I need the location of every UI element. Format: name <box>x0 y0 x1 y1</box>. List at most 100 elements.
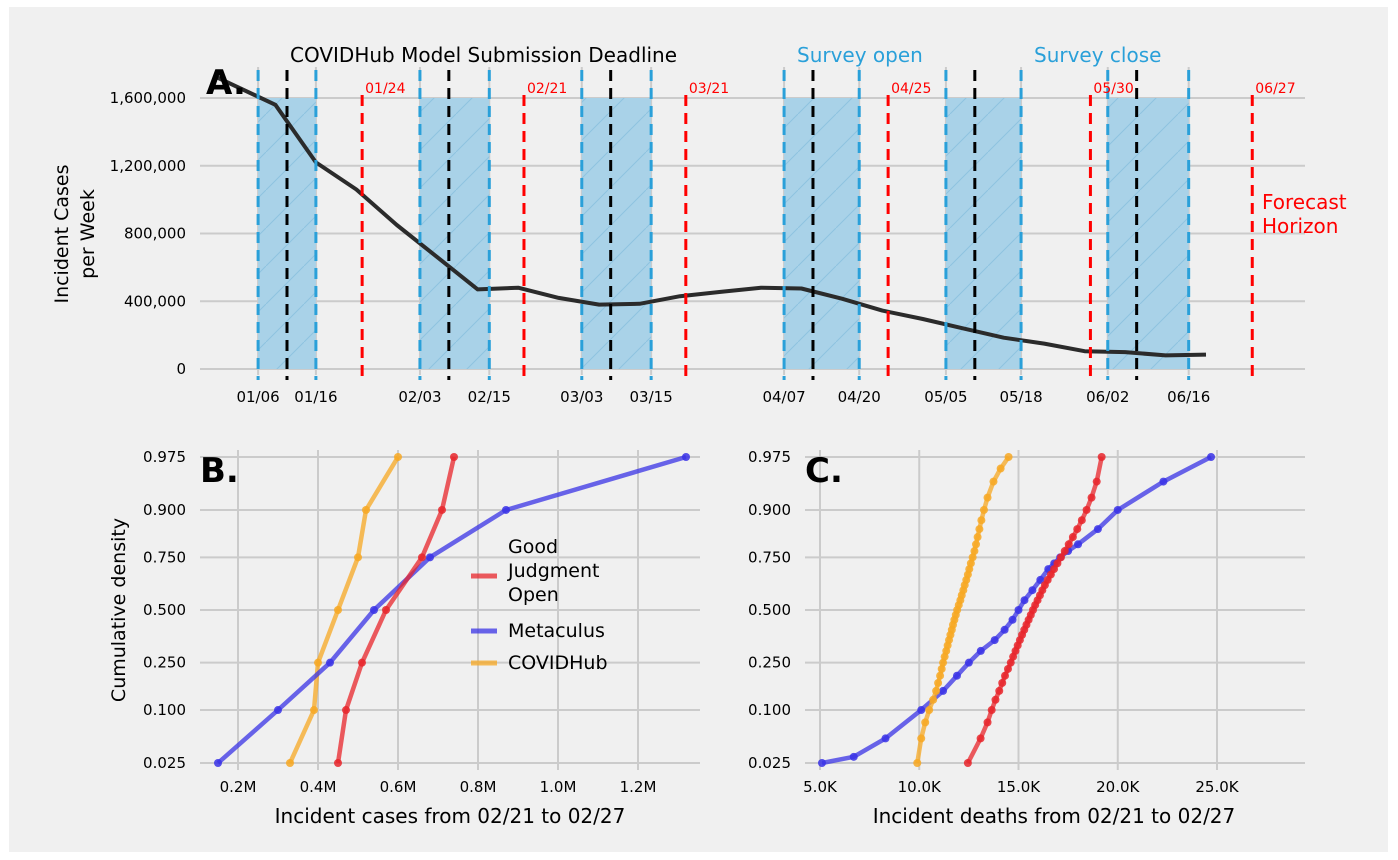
series-point <box>989 477 998 486</box>
cdf-xtick-label: 15.0K <box>997 778 1041 796</box>
series-point <box>1008 615 1017 624</box>
panel-a-ylabel-line2: per Week <box>77 189 99 279</box>
series-point <box>1087 493 1096 502</box>
panel-a-xtick-label: 04/20 <box>838 388 881 406</box>
series-covidhub <box>913 453 1013 767</box>
cdf-ytick-label: 0.500 <box>748 601 791 619</box>
series-point <box>934 678 943 687</box>
series-point <box>1000 625 1009 634</box>
series-point <box>382 606 390 614</box>
panel-c-deaths-cdf: 0.025 0.100 0.250 0.500 0.750 0.900 0.975 5.0K 1… <box>748 448 1305 828</box>
series-point <box>1014 606 1023 614</box>
panel-a-ytick-label: 1,600,000 <box>110 89 186 107</box>
panel-b-label: B. <box>200 451 239 491</box>
panel-b-xlabel: Incident cases from 02/21 to 02/27 <box>275 804 626 828</box>
series-point <box>968 553 977 562</box>
series-point <box>274 706 282 715</box>
cdf-ytick-label: 0.025 <box>143 754 186 772</box>
series-point <box>925 706 934 715</box>
cdf-ytick-label: 0.250 <box>748 654 791 672</box>
series-point <box>849 752 858 761</box>
series-point <box>358 658 366 667</box>
legend-label: COVIDHub <box>508 652 608 674</box>
series-point <box>964 658 973 667</box>
series-point <box>983 493 992 502</box>
forecast-horizon-annotation-line1: Forecast <box>1262 190 1347 214</box>
series-point <box>326 658 334 667</box>
panel-b-tick-labels: 0.025 0.100 0.250 0.500 0.750 0.900 0.975 0.2M 0… <box>143 448 656 796</box>
survey-window-hatch <box>945 98 1022 369</box>
series-point <box>983 718 992 727</box>
series-point <box>334 606 342 614</box>
series-point <box>1074 540 1083 549</box>
panel-a-xtick-label: 02/15 <box>468 388 511 406</box>
cases-line <box>216 75 1207 358</box>
panel-a-xtick-label: 02/03 <box>398 388 441 406</box>
panel-a-ytick-label: 0 <box>176 360 186 378</box>
cdf-xtick-label: 5.0K <box>803 778 838 796</box>
panel-a-xtick-label: 01/06 <box>236 388 279 406</box>
cdf-ytick-label: 0.750 <box>143 548 186 566</box>
cdf-ytick-label: 0.750 <box>748 548 791 566</box>
series-point <box>214 759 222 767</box>
legend-label: Open <box>508 584 559 606</box>
cdf-xtick-label: 0.8M <box>460 778 497 796</box>
cdf-ytick-label: 0.500 <box>143 601 186 619</box>
panel-a-ylabel-line1: Incident Cases <box>51 164 73 303</box>
cdf-xtick-label: 1.0M <box>540 778 577 796</box>
panel-b-ylabel: Cumulative density <box>108 518 130 702</box>
series-point <box>450 453 458 461</box>
series-point <box>1036 575 1045 584</box>
series-point <box>1077 516 1086 525</box>
panel-a-xtick-label: 06/16 <box>1167 388 1210 406</box>
series-point <box>1092 477 1101 486</box>
series-point <box>1028 586 1037 595</box>
panel-c-label: C. <box>805 451 843 491</box>
series-point <box>917 734 926 743</box>
series-point <box>1082 505 1091 514</box>
legend-label: Good <box>508 536 558 558</box>
series-point <box>286 759 294 767</box>
cdf-ytick-label: 0.100 <box>748 701 791 719</box>
series-point <box>970 547 979 556</box>
series-point <box>921 718 930 727</box>
cdf-xtick-label: 0.6M <box>380 778 417 796</box>
series-point <box>977 516 986 525</box>
series-point <box>426 553 434 562</box>
series-point <box>973 533 982 542</box>
deadline-annotation: COVIDHub Model Submission Deadline <box>290 43 677 67</box>
series-point <box>936 671 945 680</box>
series-point <box>1064 540 1073 549</box>
survey-open-annotation: Survey open <box>797 43 923 67</box>
cdf-ytick-label: 0.250 <box>143 654 186 672</box>
horizon-date-label: 06/27 <box>1255 81 1295 97</box>
series-point <box>1113 505 1122 514</box>
panel-a-xtick-label: 01/16 <box>294 388 337 406</box>
survey-window-hatch <box>419 98 490 369</box>
series-point <box>342 706 350 715</box>
series-point <box>995 686 1004 695</box>
horizon-date-label: 02/21 <box>527 81 567 97</box>
series-point <box>1097 453 1106 461</box>
series-point <box>913 759 922 767</box>
panel-a-xtick-label: 05/18 <box>999 388 1042 406</box>
cdf-ytick-label: 0.975 <box>748 448 791 466</box>
series-point <box>1056 553 1065 562</box>
series-point <box>1073 525 1082 534</box>
series-point <box>991 695 1000 704</box>
series-point <box>952 671 961 680</box>
series-point <box>1159 477 1168 486</box>
panel-a-ytick-label: 800,000 <box>124 225 186 243</box>
panel-c-series <box>817 453 1216 767</box>
series-point <box>1006 658 1015 667</box>
panel-a-tick-labels: 0 400,000 800,000 1,200,000 1,600,000 01/06 01… <box>110 89 1211 406</box>
cdf-xtick-label: 10.0K <box>898 778 942 796</box>
forecast-horizon-annotation-line2: Horizon <box>1262 214 1338 238</box>
series-point <box>939 686 948 695</box>
horizon-date-label: 01/24 <box>365 81 405 97</box>
panel-a-xtick-label: 03/03 <box>560 388 603 406</box>
series-point <box>939 658 948 667</box>
cdf-ytick-label: 0.900 <box>143 501 186 519</box>
